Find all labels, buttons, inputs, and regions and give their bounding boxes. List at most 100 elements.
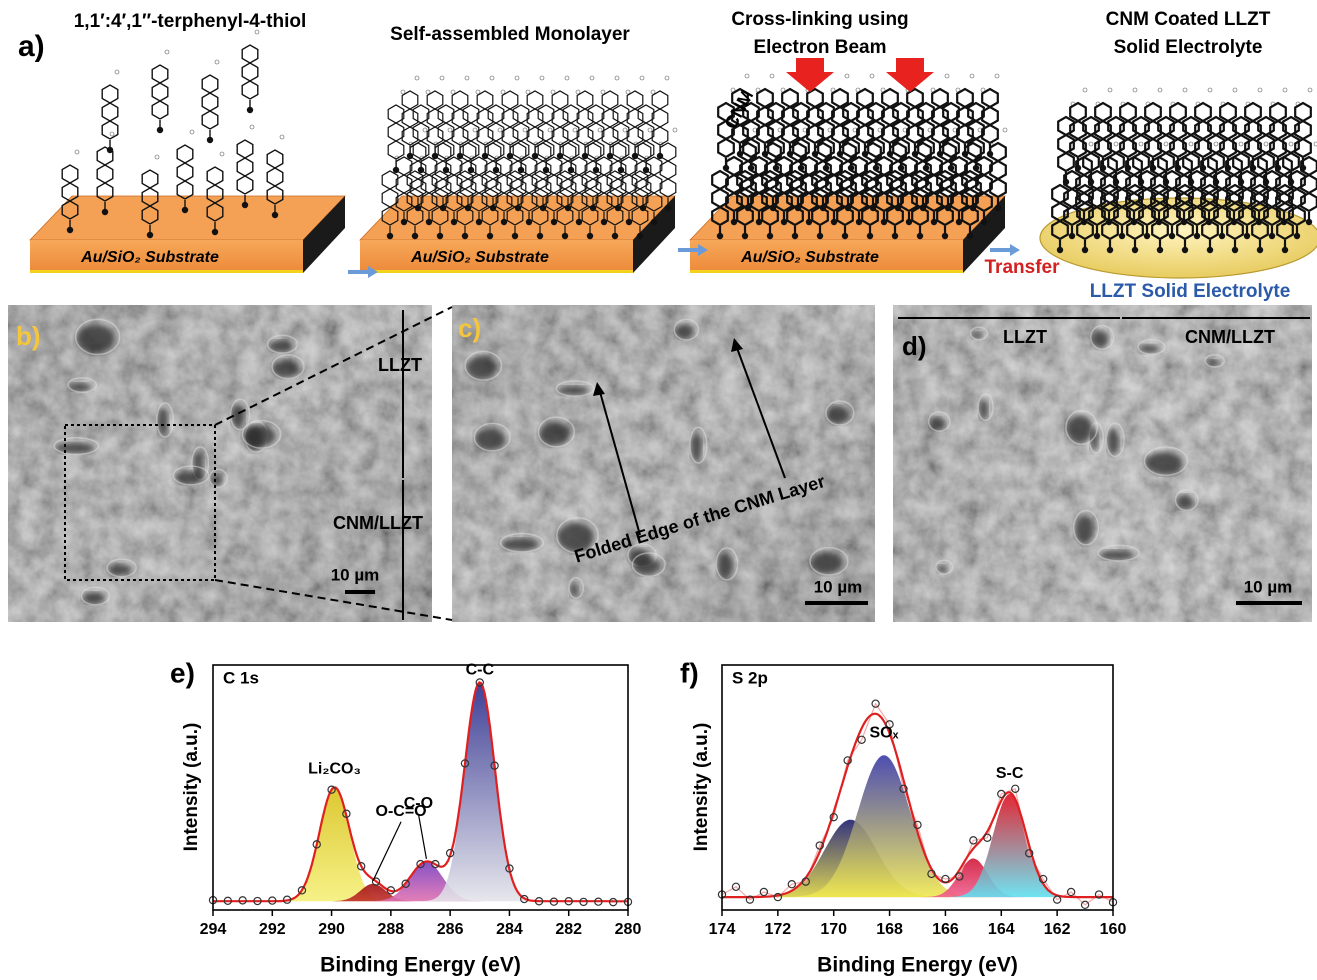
benzene-ring: [660, 161, 676, 179]
sulfur-atom: [1232, 247, 1238, 253]
benzene-ring: [546, 175, 562, 193]
sulfur-atom: [401, 219, 407, 225]
benzene-ring: [463, 123, 479, 141]
sulfur-atom: [532, 153, 538, 159]
benzene-ring: [652, 91, 668, 109]
benzene-ring: [471, 175, 487, 193]
benzene-ring: [982, 89, 998, 107]
benzene-ring: [1145, 103, 1161, 121]
hydrogen-atom: [623, 128, 627, 132]
step-title: Cross-linking using: [731, 9, 908, 30]
hydrogen-atom: [640, 76, 644, 80]
benzene-ring: [610, 143, 626, 161]
benzene-ring: [460, 143, 476, 161]
sulfur-atom: [643, 167, 649, 173]
benzene-ring: [502, 109, 518, 127]
sulfur-atom: [823, 165, 829, 171]
x-tick-label: 284: [496, 921, 523, 938]
sulfur-atom: [906, 219, 912, 225]
hydrogen-atom: [1264, 142, 1268, 146]
sulfur-atom: [870, 205, 876, 211]
x-tick-label: 282: [555, 921, 582, 938]
sulfur-atom: [515, 205, 521, 211]
benzene-ring: [627, 109, 643, 127]
sulfur-atom: [601, 219, 607, 225]
benzene-ring: [527, 91, 543, 109]
x-tick-label: 292: [259, 921, 286, 938]
hydrogen-atom: [665, 76, 669, 80]
label-pointer: [373, 822, 401, 881]
y-axis-label: Intensity (a.u.): [181, 723, 202, 852]
sulfur-atom: [742, 233, 748, 239]
sulfur-atom: [1138, 179, 1144, 185]
page: a)1,1′:4′,1″-terphenyl-4-thiolSelf-assem…: [0, 0, 1317, 980]
sulfur-atom: [615, 205, 621, 211]
benzene-ring: [638, 105, 654, 123]
sulfur-atom: [920, 205, 926, 211]
benzene-ring: [177, 145, 193, 163]
sulfur-atom: [873, 165, 879, 171]
sulfur-atom: [1250, 165, 1256, 171]
sulfur-atom: [540, 205, 546, 211]
benzene-ring: [152, 83, 168, 101]
sulfur-atom: [582, 153, 588, 159]
x-axis-label: Binding Energy (eV): [320, 954, 521, 977]
benzene-ring: [242, 45, 258, 63]
hydrogen-atom: [280, 135, 284, 139]
benzene-ring: [782, 89, 798, 107]
substrate-label: Au/SiO₂ Substrate: [410, 249, 549, 266]
step-title: Electron Beam: [753, 37, 886, 58]
hydrogen-atom: [1289, 142, 1293, 146]
sulfur-atom: [272, 212, 278, 218]
sulfur-atom: [490, 205, 496, 211]
x-tick-label: 170: [820, 921, 847, 938]
benzene-ring: [471, 157, 487, 175]
sem-image: [452, 305, 875, 622]
sulfur-atom: [1157, 247, 1163, 253]
hydrogen-atom: [1108, 88, 1112, 92]
benzene-ring: [563, 105, 579, 123]
sulfur-atom: [1257, 247, 1263, 253]
hydrogen-atom: [498, 128, 502, 132]
hydrogen-atom: [250, 125, 254, 129]
sulfur-atom: [543, 167, 549, 173]
x-tick-label: 166: [932, 921, 959, 938]
benzene-ring: [242, 81, 258, 99]
sulfur-atom: [1269, 233, 1275, 239]
hydrogen-atom: [476, 90, 480, 94]
benzene-ring: [388, 105, 404, 123]
sem-texture: [452, 305, 875, 622]
sulfur-atom: [476, 219, 482, 225]
sulfur-atom: [881, 219, 887, 225]
benzene-ring: [718, 139, 734, 157]
x-tick-label: 290: [318, 921, 345, 938]
hydrogen-atom: [110, 132, 114, 136]
benzene-ring: [510, 143, 526, 161]
benzene-ring: [237, 158, 253, 176]
sulfur-atom: [1094, 233, 1100, 239]
x-tick-label: 174: [709, 921, 736, 938]
benzene-ring: [413, 105, 429, 123]
sulfur-atom: [1207, 247, 1213, 253]
sulfur-atom: [948, 165, 954, 171]
sulfur-atom: [795, 205, 801, 211]
hydrogen-atom: [576, 90, 580, 94]
step-title: 1,1′:4′,1″-terphenyl-4-thiol: [74, 11, 307, 32]
sulfur-atom: [426, 219, 432, 225]
benzene-ring: [832, 89, 848, 107]
benzene-ring: [613, 123, 629, 141]
hydrogen-atom: [565, 76, 569, 80]
benzene-ring: [1245, 103, 1261, 121]
sulfur-atom: [770, 205, 776, 211]
benzene-ring: [488, 105, 504, 123]
sulfur-atom: [415, 205, 421, 211]
hydrogen-atom: [1239, 142, 1243, 146]
sulfur-atom: [887, 151, 893, 157]
sulfur-atom: [1075, 165, 1081, 171]
benzene-ring: [635, 143, 651, 161]
sulfur-atom: [437, 233, 443, 239]
hydrogen-atom: [745, 74, 749, 78]
sulfur-atom: [942, 233, 948, 239]
benzene-ring: [521, 157, 537, 175]
sulfur-atom: [973, 165, 979, 171]
